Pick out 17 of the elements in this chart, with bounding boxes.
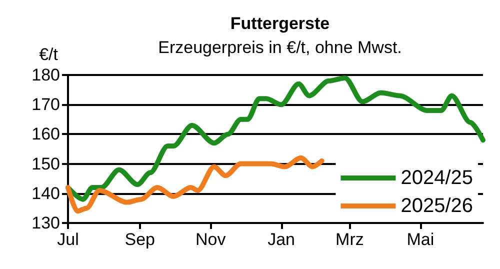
y-axis-title: €/t (39, 45, 58, 64)
y-tick-label: 150 (32, 154, 60, 174)
y-tick-label: 130 (32, 214, 60, 232)
y-tick-label: 170 (32, 95, 60, 114)
x-tick-label: Mai (406, 230, 434, 249)
y-tick-label: 160 (32, 124, 60, 144)
legend-label: 2024/25 (400, 167, 473, 189)
x-tick-label: Jan (268, 230, 296, 249)
y-tick-label: 140 (32, 184, 60, 203)
x-tick-label: Mrz (336, 230, 364, 249)
x-tick-label: Jul (57, 230, 79, 249)
x-tick-label: Nov (195, 230, 226, 249)
legend-label: 2025/26 (400, 195, 473, 217)
chart-title: Futtergerste (230, 14, 330, 33)
chart-subtitle: Erzeugerpreis in €/t, ohne Mwst. (158, 38, 402, 57)
x-tick-label: Sep (124, 230, 155, 249)
y-tick-label: 180 (32, 66, 60, 84)
